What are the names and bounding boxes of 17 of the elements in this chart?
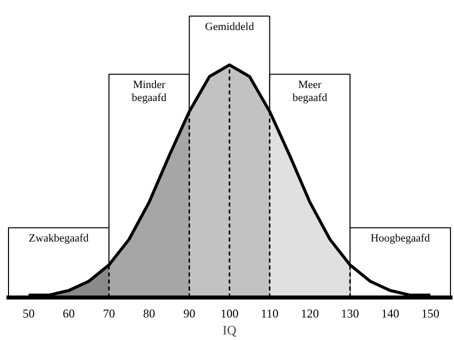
band-label: Meer begaafd [292, 78, 328, 104]
x-tick-label: 110 [260, 306, 278, 320]
band-label: Gemiddeld [205, 20, 254, 33]
x-tick-label: 90 [183, 306, 196, 320]
band-label: Hoogbegaafd [370, 232, 430, 244]
x-tick-label: 120 [300, 306, 319, 320]
band-label: Zwakbegaafd [28, 232, 90, 244]
x-tick-label: 140 [381, 306, 400, 320]
x-axis-title: IQ [222, 322, 237, 338]
x-tick-label: 100 [220, 306, 238, 320]
x-tick-label: 70 [102, 306, 115, 320]
x-tick-label: 80 [143, 306, 156, 320]
x-tick-label: 130 [341, 306, 360, 320]
x-tick-label: 60 [62, 306, 75, 320]
band-label: Minder begaafd [132, 78, 168, 104]
x-tick-label: 50 [22, 306, 35, 320]
x-tick-label: 150 [421, 306, 440, 320]
